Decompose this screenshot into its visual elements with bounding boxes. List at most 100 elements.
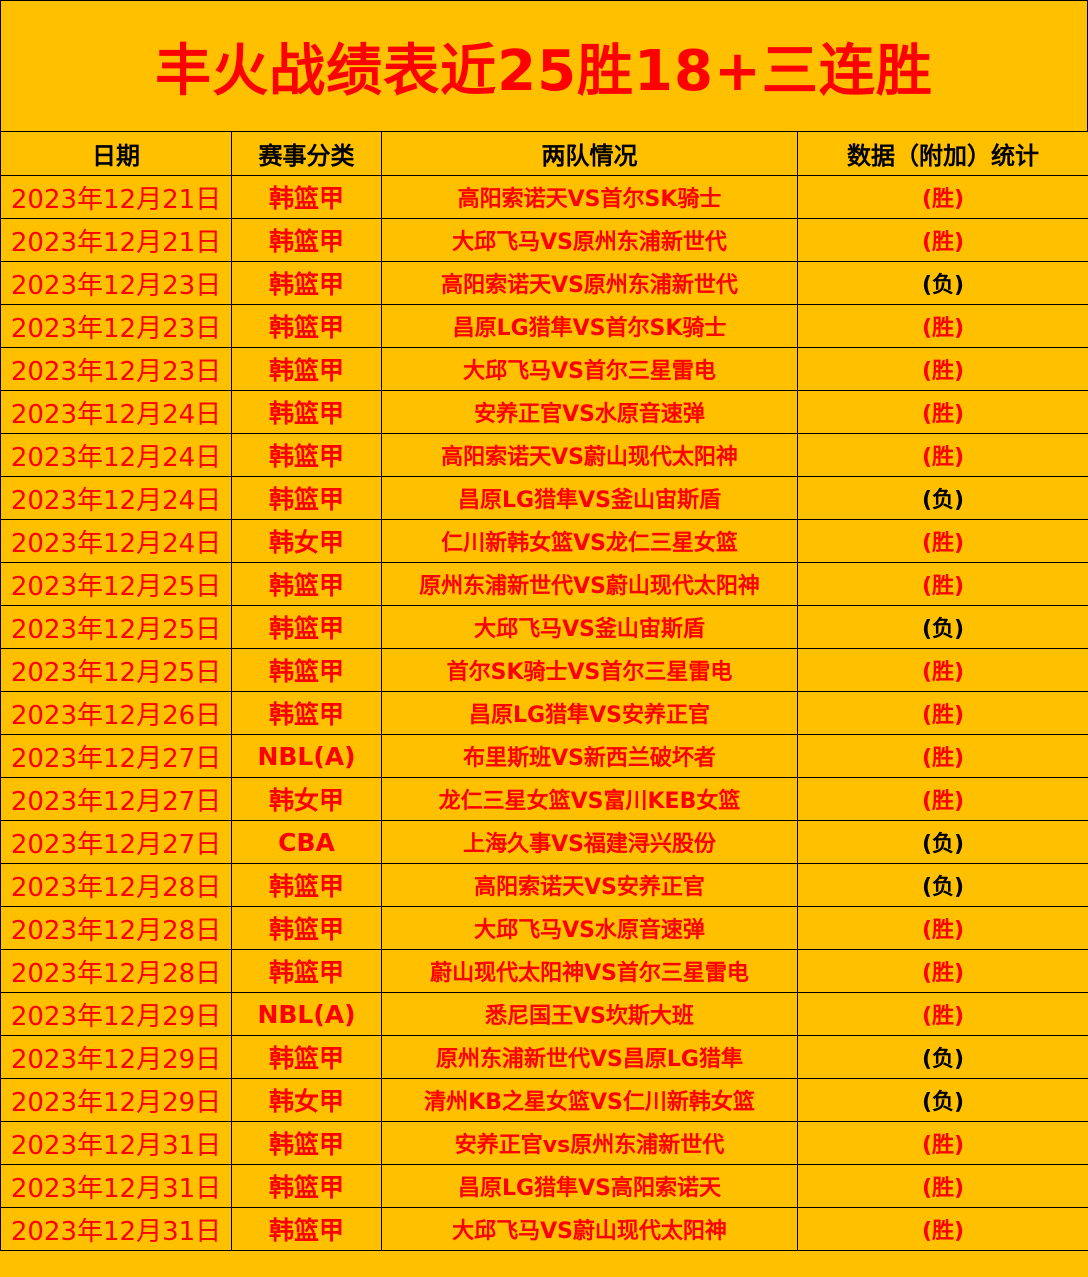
category-cell: 韩女甲 [231,519,382,563]
result-cell: (胜) [797,347,1088,391]
table-row: 2023年12月23日 韩篮甲 高阳索诺天VS原州东浦新世代 (负) [0,261,1088,305]
result-cell: (胜) [797,1121,1088,1165]
category-cell: 韩篮甲 [231,1121,382,1165]
header-category: 赛事分类 [231,131,382,176]
teams-cell: 昌原LG猎隼VS高阳索诺天 [381,1164,798,1208]
date-cell: 2023年12月23日 [0,261,232,305]
category-cell: 韩篮甲 [231,1035,382,1079]
date-cell: 2023年12月24日 [0,433,232,477]
date-cell: 2023年12月31日 [0,1207,232,1251]
date-cell: 2023年12月25日 [0,648,232,692]
date-cell: 2023年12月28日 [0,949,232,993]
date-cell: 2023年12月29日 [0,1078,232,1122]
header-teams: 两队情况 [381,131,798,176]
teams-cell: 高阳索诺天VS安养正官 [381,863,798,907]
teams-cell: 昌原LG猎隼VS釜山宙斯盾 [381,476,798,520]
header-date: 日期 [0,131,232,176]
result-cell: (负) [797,863,1088,907]
date-cell: 2023年12月25日 [0,605,232,649]
teams-cell: 昌原LG猎隼VS安养正官 [381,691,798,735]
table-row: 2023年12月25日 韩篮甲 首尔SK骑士VS首尔三星雷电 (胜) [0,648,1088,692]
category-cell: 韩篮甲 [231,390,382,434]
result-cell: (胜) [797,777,1088,821]
date-cell: 2023年12月27日 [0,820,232,864]
result-cell: (负) [797,476,1088,520]
table-row: 2023年12月31日 韩篮甲 昌原LG猎隼VS高阳索诺天 (胜) [0,1164,1088,1208]
table-row: 2023年12月28日 韩篮甲 蔚山现代太阳神VS首尔三星雷电 (胜) [0,949,1088,993]
result-cell: (负) [797,261,1088,305]
teams-cell: 大邱飞马VS蔚山现代太阳神 [381,1207,798,1251]
teams-cell: 蔚山现代太阳神VS首尔三星雷电 [381,949,798,993]
record-table: 日期 赛事分类 两队情况 数据（附加）统计 2023年12月21日 韩篮甲 高阳索诺… [0,131,1088,1251]
category-cell: 韩篮甲 [231,949,382,993]
result-cell: (负) [797,605,1088,649]
page-title: 丰火战绩表近25胜18+三连胜 [0,0,1088,131]
table-row: 2023年12月25日 韩篮甲 大邱飞马VS釜山宙斯盾 (负) [0,605,1088,649]
result-cell: (胜) [797,304,1088,348]
teams-cell: 上海久事VS福建浔兴股份 [381,820,798,864]
result-cell: (胜) [797,992,1088,1036]
table-row: 2023年12月25日 韩篮甲 原州东浦新世代VS蔚山现代太阳神 (胜) [0,562,1088,606]
result-cell: (胜) [797,906,1088,950]
teams-cell: 昌原LG猎隼VS首尔SK骑士 [381,304,798,348]
category-cell: 韩女甲 [231,777,382,821]
date-cell: 2023年12月31日 [0,1121,232,1165]
table-row: 2023年12月24日 韩篮甲 安养正官VS水原音速弹 (胜) [0,390,1088,434]
result-cell: (胜) [797,1207,1088,1251]
table-row: 2023年12月27日 韩女甲 龙仁三星女篮VS富川KEB女篮 (胜) [0,777,1088,821]
category-cell: 韩篮甲 [231,562,382,606]
category-cell: 韩篮甲 [231,648,382,692]
teams-cell: 大邱飞马VS原州东浦新世代 [381,218,798,262]
result-cell: (负) [797,1078,1088,1122]
table-row: 2023年12月27日 NBL(A) 布里斯班VS新西兰破坏者 (胜) [0,734,1088,778]
teams-cell: 高阳索诺天VS原州东浦新世代 [381,261,798,305]
table-row: 2023年12月21日 韩篮甲 高阳索诺天VS首尔SK骑士 (胜) [0,175,1088,219]
date-cell: 2023年12月27日 [0,734,232,778]
table-row: 2023年12月24日 韩篮甲 高阳索诺天VS蔚山现代太阳神 (胜) [0,433,1088,477]
result-cell: (负) [797,1035,1088,1079]
category-cell: 韩篮甲 [231,304,382,348]
teams-cell: 原州东浦新世代VS蔚山现代太阳神 [381,562,798,606]
category-cell: 韩篮甲 [231,863,382,907]
teams-cell: 高阳索诺天VS蔚山现代太阳神 [381,433,798,477]
category-cell: 韩篮甲 [231,605,382,649]
teams-cell: 龙仁三星女篮VS富川KEB女篮 [381,777,798,821]
teams-cell: 清州KB之星女篮VS仁川新韩女篮 [381,1078,798,1122]
category-cell: 韩篮甲 [231,175,382,219]
date-cell: 2023年12月24日 [0,519,232,563]
table-row: 2023年12月24日 韩篮甲 昌原LG猎隼VS釜山宙斯盾 (负) [0,476,1088,520]
result-cell: (胜) [797,519,1088,563]
table-row: 2023年12月24日 韩女甲 仁川新韩女篮VS龙仁三星女篮 (胜) [0,519,1088,563]
table-row: 2023年12月26日 韩篮甲 昌原LG猎隼VS安养正官 (胜) [0,691,1088,735]
result-cell: (胜) [797,562,1088,606]
category-cell: NBL(A) [231,992,382,1036]
table-row: 2023年12月27日 CBA 上海久事VS福建浔兴股份 (负) [0,820,1088,864]
category-cell: 韩篮甲 [231,476,382,520]
date-cell: 2023年12月27日 [0,777,232,821]
date-cell: 2023年12月23日 [0,347,232,391]
table-row: 2023年12月29日 韩篮甲 原州东浦新世代VS昌原LG猎隼 (负) [0,1035,1088,1079]
date-cell: 2023年12月28日 [0,906,232,950]
date-cell: 2023年12月21日 [0,175,232,219]
date-cell: 2023年12月28日 [0,863,232,907]
result-cell: (胜) [797,433,1088,477]
result-cell: (胜) [797,175,1088,219]
category-cell: 韩女甲 [231,1078,382,1122]
category-cell: 韩篮甲 [231,261,382,305]
category-cell: CBA [231,820,382,864]
teams-cell: 大邱飞马VS水原音速弹 [381,906,798,950]
table-row: 2023年12月23日 韩篮甲 大邱飞马VS首尔三星雷电 (胜) [0,347,1088,391]
result-cell: (胜) [797,648,1088,692]
teams-cell: 大邱飞马VS釜山宙斯盾 [381,605,798,649]
category-cell: 韩篮甲 [231,1207,382,1251]
result-cell: (胜) [797,691,1088,735]
table-row: 2023年12月28日 韩篮甲 高阳索诺天VS安养正官 (负) [0,863,1088,907]
date-cell: 2023年12月29日 [0,1035,232,1079]
category-cell: 韩篮甲 [231,433,382,477]
table-row: 2023年12月21日 韩篮甲 大邱飞马VS原州东浦新世代 (胜) [0,218,1088,262]
date-cell: 2023年12月31日 [0,1164,232,1208]
date-cell: 2023年12月21日 [0,218,232,262]
result-cell: (胜) [797,734,1088,778]
teams-cell: 原州东浦新世代VS昌原LG猎隼 [381,1035,798,1079]
result-cell: (负) [797,820,1088,864]
